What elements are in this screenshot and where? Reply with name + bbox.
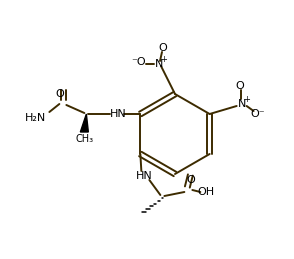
Text: OH: OH bbox=[198, 187, 215, 197]
Text: +: + bbox=[161, 54, 168, 63]
Text: O⁻: O⁻ bbox=[250, 109, 265, 119]
Text: H₂N: H₂N bbox=[25, 113, 46, 123]
Text: HN: HN bbox=[136, 171, 153, 181]
Text: ⁻O: ⁻O bbox=[132, 57, 146, 67]
Text: O: O bbox=[186, 175, 195, 185]
Text: O: O bbox=[55, 89, 64, 99]
Text: +: + bbox=[243, 95, 250, 104]
Text: HN: HN bbox=[110, 109, 127, 119]
Text: N: N bbox=[238, 99, 246, 109]
Text: O: O bbox=[235, 81, 244, 91]
Text: CH₃: CH₃ bbox=[75, 134, 93, 144]
Text: O: O bbox=[159, 43, 167, 53]
Polygon shape bbox=[80, 114, 88, 132]
Text: N: N bbox=[155, 59, 163, 69]
